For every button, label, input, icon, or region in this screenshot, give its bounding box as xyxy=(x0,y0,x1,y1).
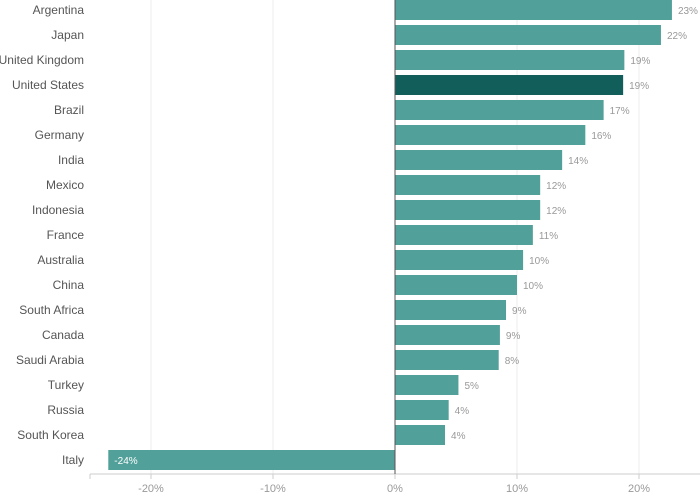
bar-south-korea xyxy=(395,425,446,445)
data-label: 17% xyxy=(610,106,630,117)
data-label: 22% xyxy=(667,31,687,42)
data-label: 8% xyxy=(505,356,520,367)
bar-china xyxy=(395,275,517,295)
data-label: 4% xyxy=(451,431,466,442)
bar-japan xyxy=(395,25,661,45)
bar-saudi-arabia xyxy=(395,350,499,370)
bar-turkey xyxy=(395,375,459,395)
bar-united-kingdom xyxy=(395,50,625,70)
category-label: Germany xyxy=(35,128,84,142)
data-label: 12% xyxy=(546,206,566,217)
data-label: 10% xyxy=(523,281,543,292)
x-tick-label: 20% xyxy=(628,483,650,493)
category-label: India xyxy=(58,153,84,167)
bar-argentina xyxy=(395,0,672,20)
data-label: 10% xyxy=(529,256,549,267)
category-label: China xyxy=(53,278,85,292)
category-label: France xyxy=(47,228,85,242)
category-label: Australia xyxy=(37,253,84,267)
bar-canada xyxy=(395,325,500,345)
data-label: 16% xyxy=(591,131,611,142)
bar-india xyxy=(395,150,563,170)
x-tick-label: 0% xyxy=(387,483,403,493)
data-label: 12% xyxy=(546,181,566,192)
bar-germany xyxy=(395,125,586,145)
data-label: 5% xyxy=(464,381,479,392)
bar-australia xyxy=(395,250,524,270)
bar-united-states xyxy=(395,75,624,95)
data-label: 4% xyxy=(455,406,470,417)
category-label: Canada xyxy=(42,328,84,342)
data-label: 14% xyxy=(568,156,588,167)
bar-france xyxy=(395,225,533,245)
data-label: -24% xyxy=(114,456,137,467)
category-label: Indonesia xyxy=(32,203,84,217)
bar-russia xyxy=(395,400,449,420)
data-label: 23% xyxy=(678,6,698,17)
category-label: South Africa xyxy=(19,303,84,317)
data-label: 9% xyxy=(512,306,527,317)
bar-italy xyxy=(108,450,396,470)
category-label: South Korea xyxy=(17,428,84,442)
bar-indonesia xyxy=(395,200,541,220)
bar-south-africa xyxy=(395,300,507,320)
bar-brazil xyxy=(395,100,604,120)
category-label: United States xyxy=(12,78,84,92)
category-label: Russia xyxy=(47,403,84,417)
category-label: United Kingdom xyxy=(0,53,84,67)
category-label: Italy xyxy=(62,453,84,467)
data-label: 19% xyxy=(630,56,650,67)
category-label: Saudi Arabia xyxy=(16,353,84,367)
category-label: Brazil xyxy=(54,103,84,117)
data-label: 19% xyxy=(629,81,649,92)
category-label: Turkey xyxy=(48,378,84,392)
category-label: Argentina xyxy=(33,3,85,17)
x-tick-label: -20% xyxy=(138,483,164,493)
data-label: 9% xyxy=(506,331,521,342)
category-label: Mexico xyxy=(46,178,84,192)
category-label: Japan xyxy=(51,28,84,42)
bar-mexico xyxy=(395,175,541,195)
data-label: 11% xyxy=(539,231,558,242)
x-tick-label: 10% xyxy=(506,483,528,493)
x-tick-label: -10% xyxy=(260,483,286,493)
